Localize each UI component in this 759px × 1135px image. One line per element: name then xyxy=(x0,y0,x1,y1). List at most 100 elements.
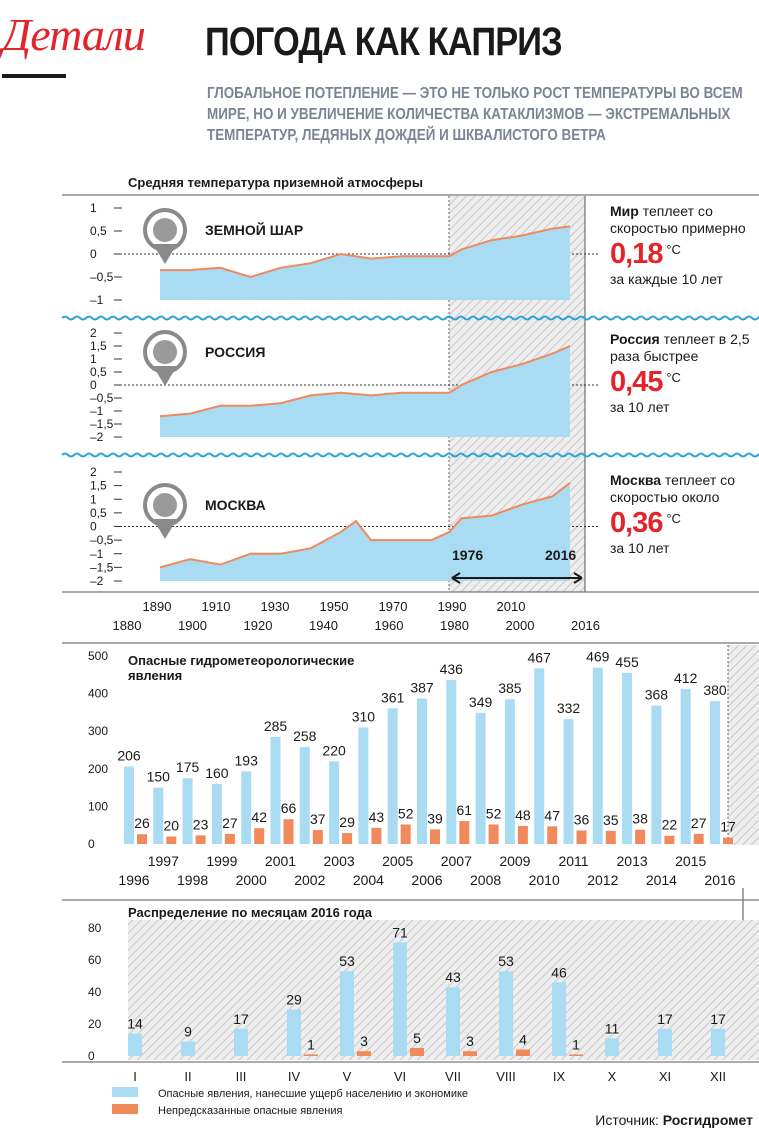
temperature-y-tick: –1,5 xyxy=(90,560,114,574)
panel-label-2: МОСКВА xyxy=(205,497,266,513)
lead-paragraph: ГЛОБАЛЬНОЕ ПОТЕПЛЕНИЕ — ЭТО НЕ ТОЛЬКО РО… xyxy=(207,85,743,144)
temperature-y-tick: –1,5 xyxy=(90,417,114,431)
yearly-bar-damage xyxy=(153,787,164,844)
temperature-area-1 xyxy=(160,346,570,437)
monthly-x-tick: VIII xyxy=(496,1069,516,1084)
yearly-bar-unforeseen xyxy=(195,835,206,844)
yearly-bar-damage-label: 285 xyxy=(264,718,288,734)
monthly-bar-damage xyxy=(128,1033,142,1056)
russia-sidebar-bold: Россия xyxy=(610,331,660,347)
temperature-x-tick-bottom: 1940 xyxy=(309,618,338,633)
yearly-bar-damage-label: 385 xyxy=(498,680,522,696)
yearly-bar-unforeseen xyxy=(400,824,411,844)
temperature-x-tick-bottom: 1920 xyxy=(244,618,273,633)
yearly-bar-damage xyxy=(651,705,662,844)
yearly-bar-damage-label: 467 xyxy=(528,649,552,665)
source-label: Источник: xyxy=(595,1112,659,1128)
legend-swatch-unforeseen xyxy=(112,1104,138,1114)
yearly-bar-damage xyxy=(710,701,720,844)
temperature-x-tick-top: 1950 xyxy=(320,599,349,614)
legend-label-unforeseen: Непредсказанные опасные явления xyxy=(158,1105,343,1117)
monthly-bar-damage-label: 17 xyxy=(233,1011,249,1027)
yearly-x-tick: 2004 xyxy=(353,872,384,888)
yearly-bar-damage-label: 380 xyxy=(703,682,727,698)
yearly-x-tick: 1996 xyxy=(118,872,149,888)
yearly-bar-damage-label: 368 xyxy=(645,687,669,703)
yearly-bar-unforeseen-label: 37 xyxy=(310,811,326,827)
yearly-chart-title-line2: явления xyxy=(128,668,182,683)
panel-label-1: РОССИЯ xyxy=(205,344,265,360)
temperature-x-tick-top: 1990 xyxy=(438,599,467,614)
temperature-y-tick: –1 xyxy=(90,293,104,307)
monthly-bar-damage-label: 46 xyxy=(551,964,567,980)
yearly-bar-unforeseen-label: 35 xyxy=(603,812,619,828)
yearly-bar-damage xyxy=(622,672,633,844)
yearly-bar-unforeseen xyxy=(693,833,704,844)
yearly-bar-unforeseen-label: 27 xyxy=(691,815,707,831)
russia-map-icon-pin xyxy=(153,366,177,386)
monthly-bar-damage-label: 71 xyxy=(392,924,408,940)
yearly-bar-unforeseen-label: 43 xyxy=(369,809,385,825)
yearly-bar-unforeseen xyxy=(342,833,353,844)
yearly-bar-damage xyxy=(475,712,486,844)
monthly-bar-damage xyxy=(658,1028,672,1056)
yearly-bar-damage xyxy=(358,727,369,844)
yearly-bar-damage xyxy=(417,698,427,844)
yearly-bar-damage-label: 349 xyxy=(469,694,493,710)
temperature-y-tick: –2 xyxy=(90,574,104,588)
yearly-bar-damage xyxy=(241,771,252,844)
yearly-bar-unforeseen xyxy=(254,828,265,844)
yearly-x-tick: 2002 xyxy=(294,872,325,888)
yearly-bar-unforeseen-label: 36 xyxy=(574,811,590,827)
yearly-x-tick: 2009 xyxy=(499,853,530,869)
temperature-x-tick-top: 1890 xyxy=(143,599,172,614)
yearly-bar-damage xyxy=(329,761,340,844)
monthly-bar-damage-label: 11 xyxy=(605,1020,620,1036)
yearly-bar-unforeseen-label: 20 xyxy=(164,817,180,833)
temperature-y-tick: 1,5 xyxy=(90,339,107,353)
monthly-bar-unforeseen-label: 5 xyxy=(413,1030,421,1046)
monthly-bar-unforeseen xyxy=(569,1054,583,1056)
temperature-line-1 xyxy=(159,345,571,418)
logo-rule xyxy=(2,74,66,78)
world-sidebar: Мир теплеет со скоростью примерно 0,18 °… xyxy=(610,203,750,288)
yearly-bar-unforeseen xyxy=(635,829,646,844)
monthly-x-tick: VI xyxy=(394,1069,406,1084)
temperature-chart-title: Средняя температура приземной атмосферы xyxy=(128,175,423,190)
russia-sidebar-tail: за 10 лет xyxy=(610,399,670,415)
monthly-bar-damage-label: 9 xyxy=(184,1024,192,1040)
yearly-bar-unforeseen xyxy=(664,835,675,844)
monthly-x-tick: II xyxy=(184,1069,191,1084)
temperature-y-tick: 2 xyxy=(90,326,97,340)
monthly-bar-damage-label: 43 xyxy=(445,969,461,985)
monthly-bar-unforeseen-label: 4 xyxy=(519,1032,527,1048)
monthly-bar-damage-label: 17 xyxy=(710,1011,726,1027)
yearly-bar-unforeseen-label: 27 xyxy=(222,815,238,831)
temperature-y-tick: 1 xyxy=(90,492,97,506)
monthly-bar-unforeseen xyxy=(304,1054,318,1056)
period-arrow-heads xyxy=(451,572,583,584)
yearly-bar-unforeseen xyxy=(517,825,528,844)
temperature-area-0 xyxy=(160,226,570,300)
yearly-bar-unforeseen-label: 26 xyxy=(134,815,150,831)
russia-sidebar: Россия теплеет в 2,5 раза быстрее 0,45 °… xyxy=(610,331,750,416)
yearly-bar-unforeseen xyxy=(547,826,558,844)
source-name: Росгидромет xyxy=(662,1112,753,1128)
moscow-sidebar-tail: за 10 лет xyxy=(610,540,670,556)
yearly-bar-damage-label: 412 xyxy=(674,670,698,686)
yearly-bar-unforeseen xyxy=(576,830,587,844)
globe-icon-pin xyxy=(153,244,177,264)
monthly-bar-damage-label: 17 xyxy=(657,1011,673,1027)
yearly-bar-damage xyxy=(299,746,310,844)
yearly-bar-damage xyxy=(387,708,398,844)
yearly-x-tick: 2013 xyxy=(617,853,648,869)
year-2016-hatch xyxy=(728,645,759,845)
monthly-x-tick: V xyxy=(343,1069,352,1084)
logo: Детали xyxy=(2,9,146,60)
temperature-x-tick-top: 1930 xyxy=(261,599,290,614)
yearly-bar-damage-label: 455 xyxy=(615,654,639,670)
moscow-sidebar-value: 0,36 xyxy=(610,507,663,539)
yearly-bar-damage-label: 436 xyxy=(440,661,464,677)
yearly-x-tick: 2012 xyxy=(587,872,618,888)
yearly-bar-unforeseen xyxy=(283,819,294,844)
